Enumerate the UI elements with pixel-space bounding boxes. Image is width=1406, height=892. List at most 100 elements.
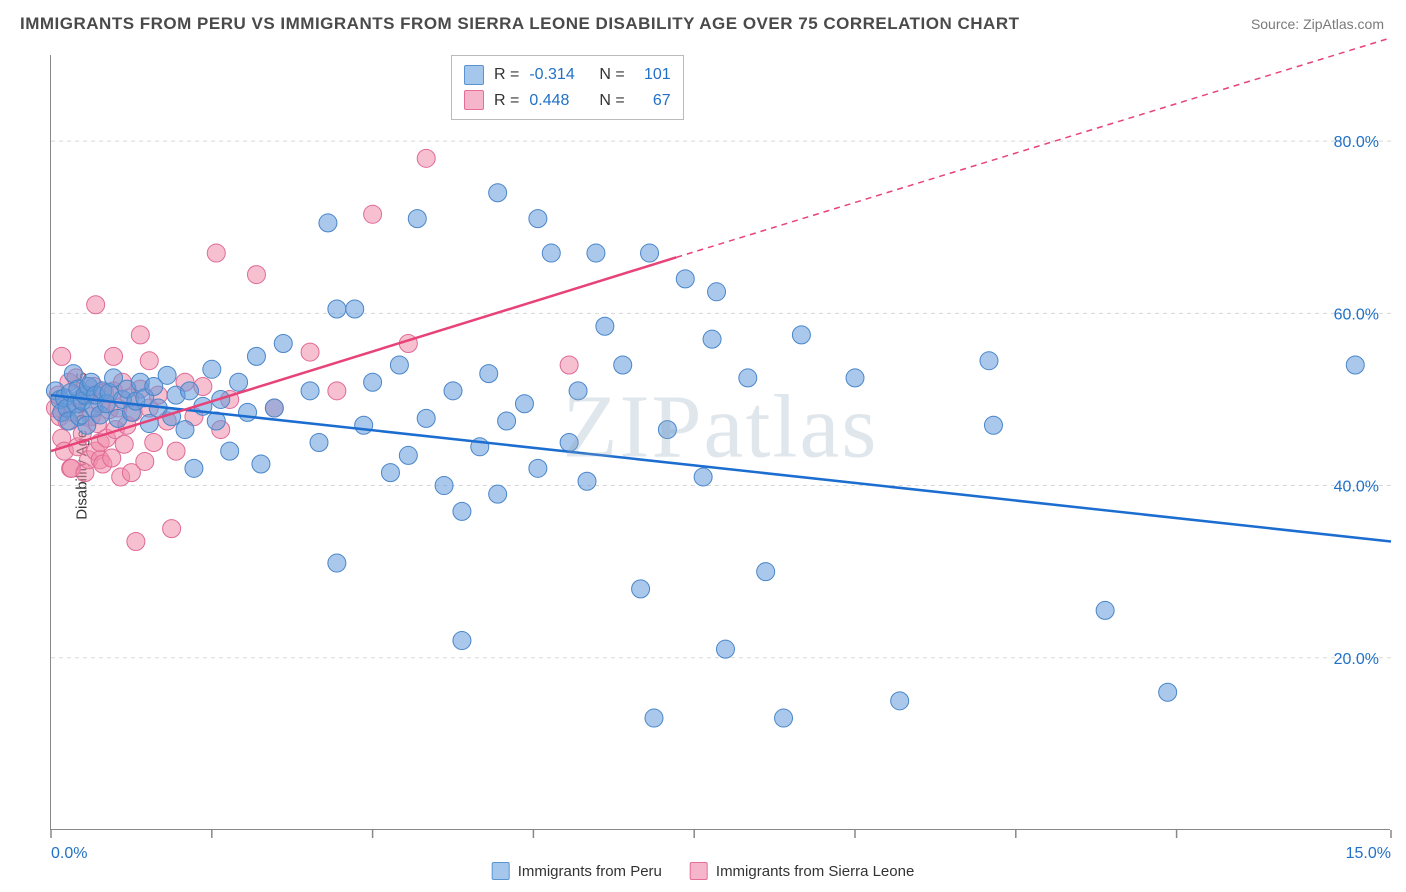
- source-attribution: Source: ZipAtlas.com: [1251, 16, 1384, 32]
- scatter-point-peru: [529, 459, 547, 477]
- scatter-point-peru: [984, 416, 1002, 434]
- scatter-point-peru: [203, 360, 221, 378]
- scatter-point-peru: [453, 502, 471, 520]
- stats-row: R = -0.314 N = 101: [464, 62, 671, 88]
- scatter-point-sierraLeone: [127, 533, 145, 551]
- stats-swatch: [464, 65, 484, 85]
- scatter-point-peru: [444, 382, 462, 400]
- scatter-point-peru: [390, 356, 408, 374]
- scatter-point-peru: [489, 184, 507, 202]
- stat-r-value: 0.448: [529, 88, 589, 114]
- scatter-point-sierraLeone: [140, 352, 158, 370]
- stat-n-label: N =: [599, 88, 624, 114]
- scatter-point-peru: [346, 300, 364, 318]
- scatter-point-peru: [1346, 356, 1364, 374]
- scatter-point-peru: [408, 210, 426, 228]
- scatter-point-peru: [645, 709, 663, 727]
- scatter-point-peru: [641, 244, 659, 262]
- stat-n-value: 67: [635, 88, 671, 114]
- scatter-point-sierraLeone: [207, 244, 225, 262]
- scatter-point-peru: [716, 640, 734, 658]
- stat-n-value: 101: [635, 62, 671, 88]
- y-tick-label: 60.0%: [1334, 306, 1379, 323]
- scatter-point-peru: [529, 210, 547, 228]
- scatter-point-peru: [158, 366, 176, 384]
- scatter-point-peru: [399, 446, 417, 464]
- stat-r-label: R =: [494, 62, 519, 88]
- scatter-point-peru: [301, 382, 319, 400]
- scatter-point-peru: [185, 459, 203, 477]
- scatter-point-peru: [891, 692, 909, 710]
- legend-label: Immigrants from Peru: [518, 863, 662, 880]
- scatter-point-peru: [230, 373, 248, 391]
- scatter-point-peru: [176, 421, 194, 439]
- scatter-point-sierraLeone: [105, 347, 123, 365]
- scatter-point-peru: [757, 563, 775, 581]
- scatter-point-peru: [274, 334, 292, 352]
- scatter-point-peru: [239, 403, 257, 421]
- stat-r-label: R =: [494, 88, 519, 114]
- scatter-point-sierraLeone: [364, 205, 382, 223]
- scatter-point-peru: [676, 270, 694, 288]
- scatter-point-peru: [417, 409, 435, 427]
- scatter-point-peru: [596, 317, 614, 335]
- scatter-point-sierraLeone: [328, 382, 346, 400]
- y-tick-label: 40.0%: [1334, 479, 1379, 496]
- scatter-point-sierraLeone: [145, 434, 163, 452]
- scatter-point-peru: [489, 485, 507, 503]
- scatter-point-peru: [364, 373, 382, 391]
- scatter-point-peru: [560, 434, 578, 452]
- scatter-point-sierraLeone: [417, 149, 435, 167]
- scatter-point-sierraLeone: [53, 347, 71, 365]
- scatter-point-peru: [515, 395, 533, 413]
- scatter-point-peru: [221, 442, 239, 460]
- scatter-point-peru: [792, 326, 810, 344]
- bottom-legend: Immigrants from Peru Immigrants from Sie…: [492, 862, 915, 880]
- scatter-point-peru: [694, 468, 712, 486]
- chart-svg: 20.0%40.0%60.0%80.0%0.0%15.0%: [51, 55, 1390, 829]
- scatter-point-peru: [435, 477, 453, 495]
- scatter-point-sierraLeone: [131, 326, 149, 344]
- stats-row: R = 0.448 N = 67: [464, 88, 671, 114]
- y-tick-label: 80.0%: [1334, 134, 1379, 151]
- scatter-point-sierraLeone: [167, 442, 185, 460]
- chart-plot-area: 20.0%40.0%60.0%80.0%0.0%15.0% ZIPatlas R…: [50, 55, 1390, 830]
- scatter-point-peru: [703, 330, 721, 348]
- scatter-point-sierraLeone: [301, 343, 319, 361]
- regression-line-sierra-leone-extrapolated: [676, 38, 1391, 258]
- scatter-point-peru: [328, 300, 346, 318]
- scatter-point-sierraLeone: [163, 520, 181, 538]
- scatter-point-peru: [542, 244, 560, 262]
- scatter-point-peru: [310, 434, 328, 452]
- scatter-point-peru: [569, 382, 587, 400]
- scatter-point-peru: [480, 365, 498, 383]
- scatter-point-peru: [498, 412, 516, 430]
- scatter-point-sierraLeone: [87, 296, 105, 314]
- legend-item-sierraLeone: Immigrants from Sierra Leone: [690, 862, 914, 880]
- scatter-point-peru: [658, 421, 676, 439]
- scatter-point-peru: [632, 580, 650, 598]
- scatter-point-peru: [265, 399, 283, 417]
- x-min-label: 0.0%: [51, 845, 87, 862]
- scatter-point-peru: [578, 472, 596, 490]
- legend-item-peru: Immigrants from Peru: [492, 862, 662, 880]
- scatter-point-peru: [247, 347, 265, 365]
- scatter-point-peru: [355, 416, 373, 434]
- scatter-point-peru: [180, 382, 198, 400]
- legend-label: Immigrants from Sierra Leone: [716, 863, 914, 880]
- stat-r-value: -0.314: [529, 62, 589, 88]
- scatter-point-peru: [587, 244, 605, 262]
- legend-swatch: [690, 862, 708, 880]
- scatter-point-peru: [328, 554, 346, 572]
- legend-swatch: [492, 862, 510, 880]
- scatter-point-peru: [381, 464, 399, 482]
- scatter-point-peru: [980, 352, 998, 370]
- scatter-point-sierraLeone: [247, 266, 265, 284]
- scatter-point-peru: [252, 455, 270, 473]
- scatter-point-peru: [614, 356, 632, 374]
- scatter-point-peru: [708, 283, 726, 301]
- scatter-point-sierraLeone: [136, 452, 154, 470]
- scatter-point-peru: [1096, 601, 1114, 619]
- x-max-label: 15.0%: [1346, 845, 1391, 862]
- scatter-point-sierraLeone: [103, 449, 121, 467]
